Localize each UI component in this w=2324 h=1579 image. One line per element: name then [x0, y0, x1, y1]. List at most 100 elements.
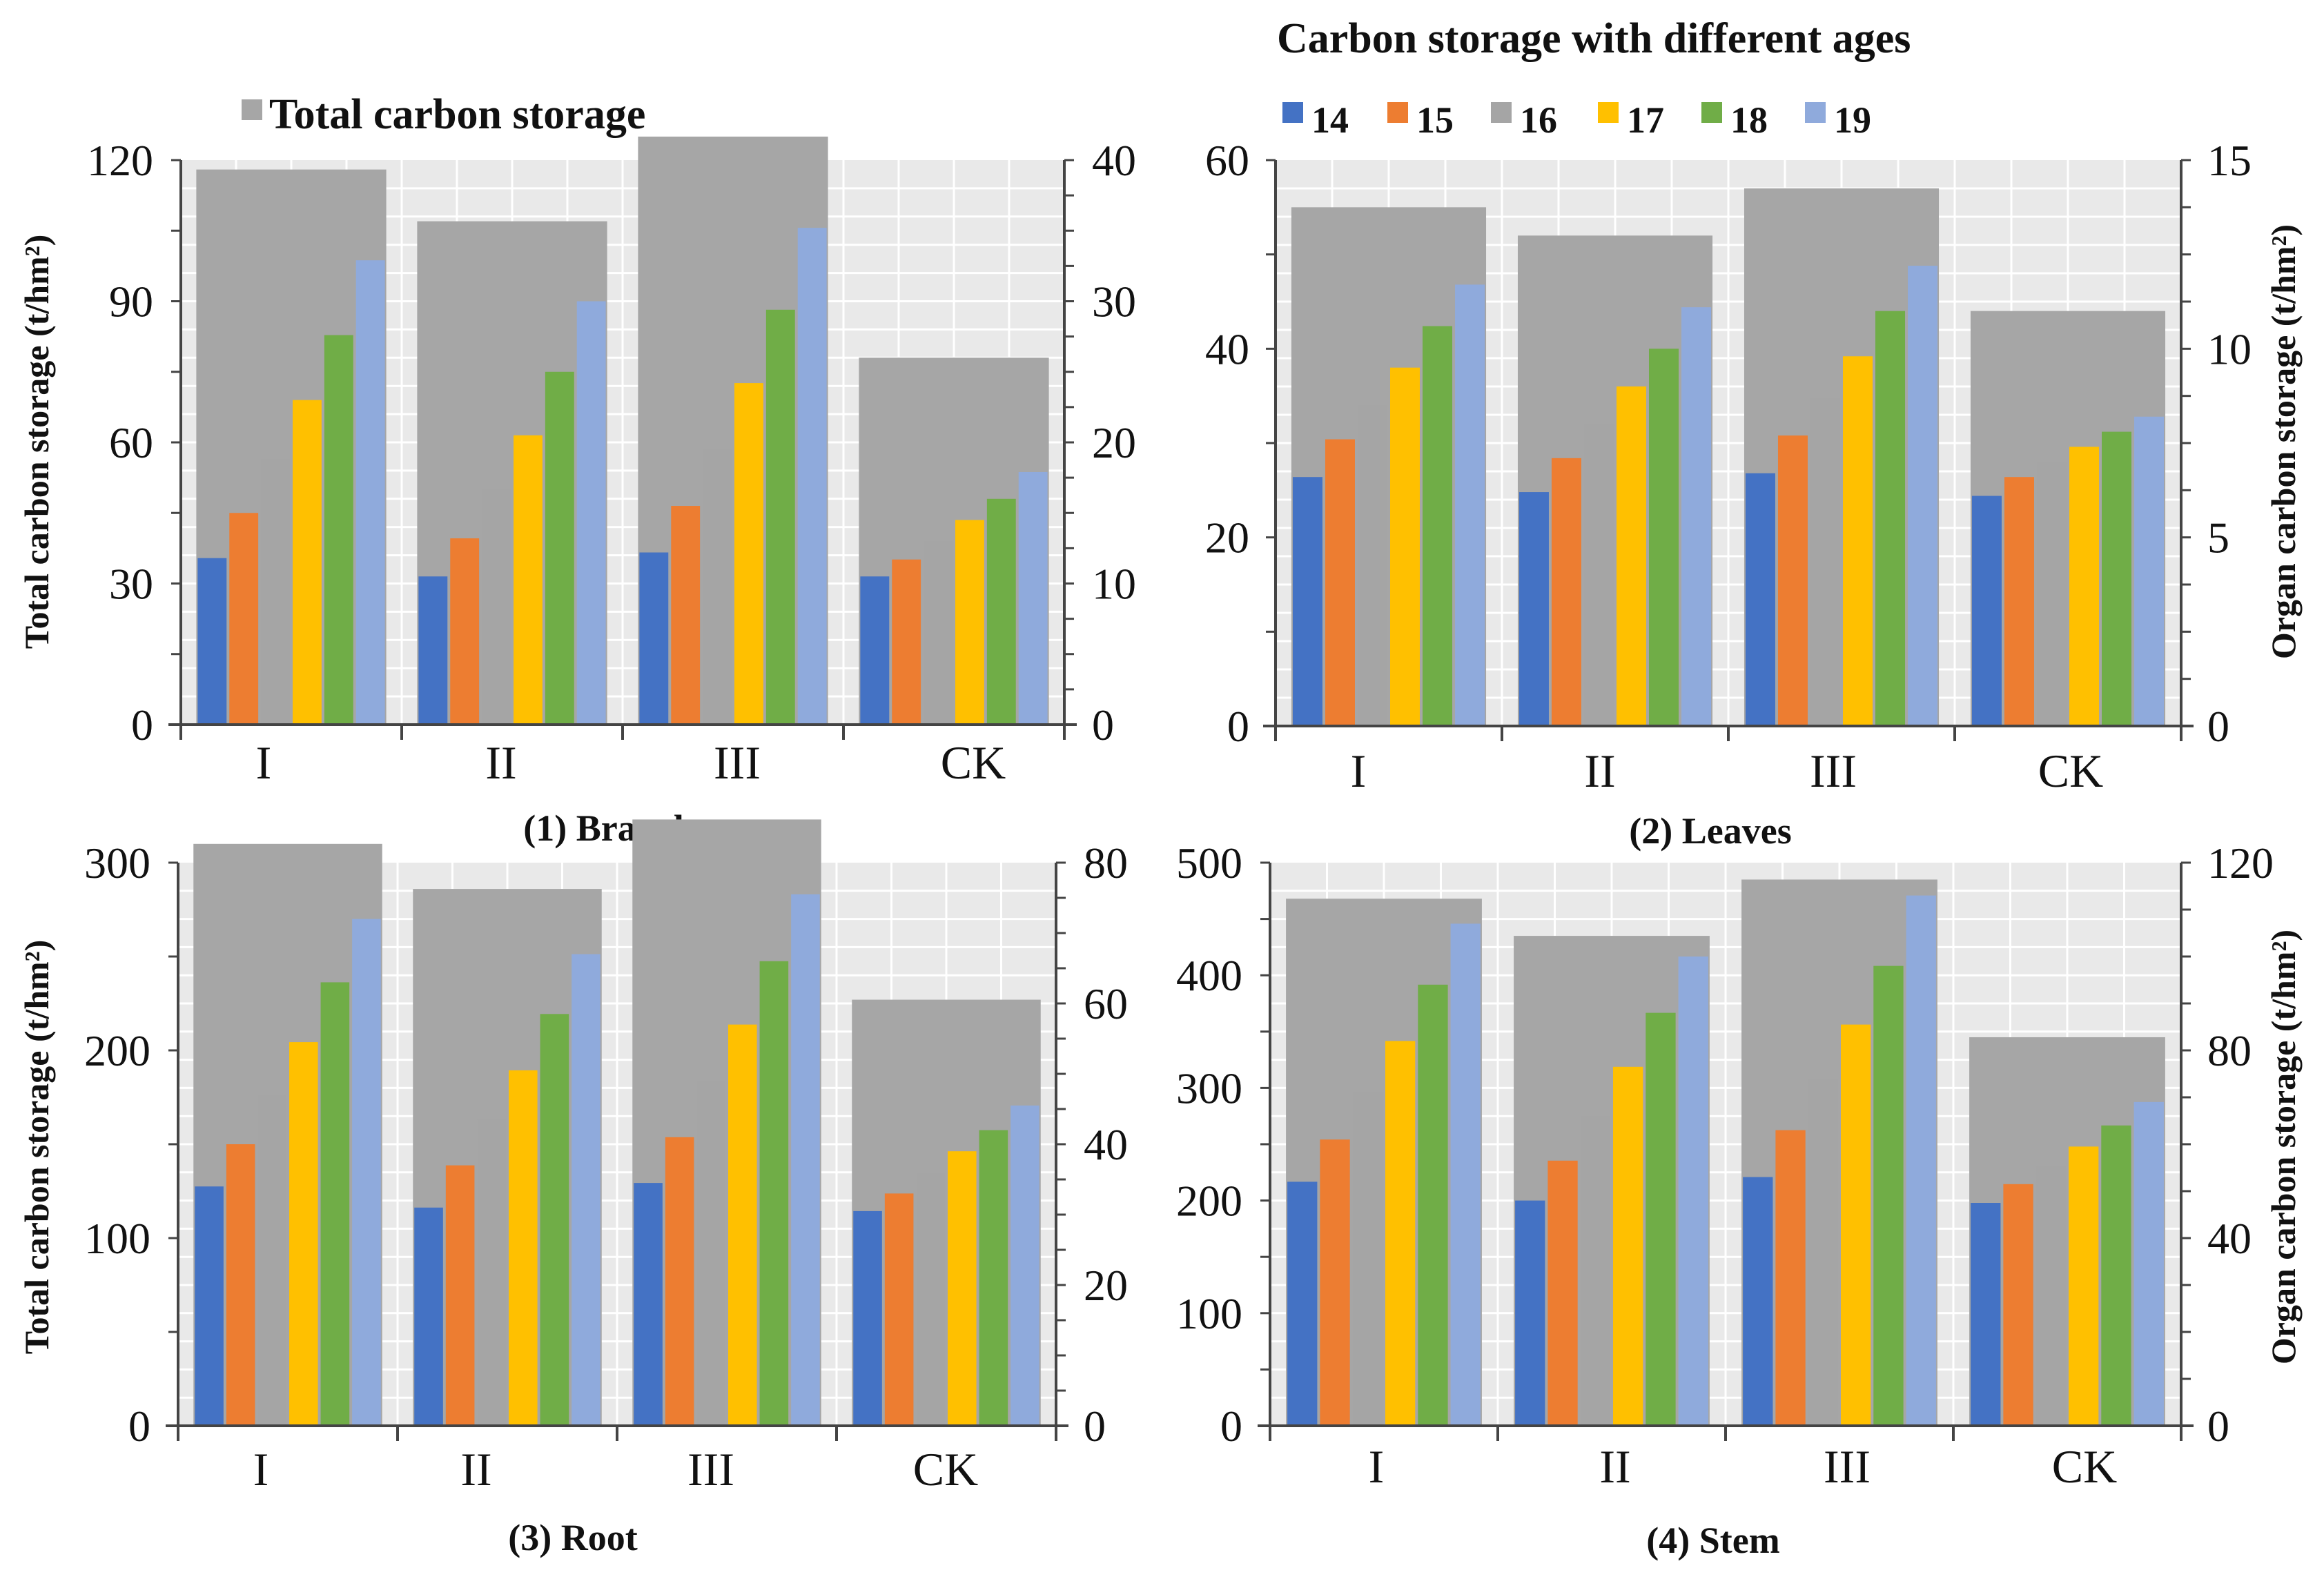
legend-age-label: 17 — [1627, 99, 1664, 141]
bar-age-14-I — [1287, 1181, 1318, 1426]
bar-age-14-II — [414, 1207, 443, 1426]
category-label: CK — [2038, 745, 2103, 797]
bar-age-15-CK — [2003, 1184, 2033, 1426]
right-tick-label: 0 — [2207, 702, 2229, 751]
legend-age-label: 18 — [1730, 99, 1768, 141]
right-tick-label: 20 — [1092, 418, 1136, 467]
legend-ages-title: Carbon storage with different ages — [1277, 15, 1911, 62]
category-label: I — [1351, 745, 1367, 797]
right-tick-label: 40 — [1084, 1120, 1128, 1169]
bar-total-III — [638, 136, 828, 725]
bar-age-14-II — [1515, 1200, 1545, 1426]
bar-age-18-II — [1649, 349, 1679, 726]
bar-age-18-III — [759, 961, 789, 1426]
bar-age-19-CK — [1018, 471, 1048, 725]
left-tick-label: 100 — [1176, 1289, 1242, 1338]
bar-age-17-CK — [2069, 447, 2100, 726]
category-label: II — [1584, 745, 1615, 797]
bar-age-16-II — [482, 489, 511, 725]
bar-total-I — [1286, 899, 1482, 1426]
category-label: I — [256, 736, 272, 789]
bar-age-18-I — [1423, 326, 1453, 726]
category-label: III — [687, 1443, 734, 1495]
bar-age-14-CK — [1971, 496, 2002, 726]
legend-swatch-age-16 — [1491, 102, 1512, 123]
bar-age-18-II — [540, 1014, 569, 1426]
category-label: III — [1824, 1440, 1871, 1493]
left-tick-label: 300 — [84, 838, 150, 887]
right-tick-label: 0 — [2207, 1402, 2229, 1451]
bar-age-15-CK — [884, 1193, 914, 1426]
bar-age-14-I — [1292, 477, 1322, 726]
bar-age-15-CK — [892, 559, 921, 725]
bar-age-19-CK — [2134, 416, 2165, 726]
bar-age-18-CK — [979, 1130, 1008, 1426]
bar-age-17-III — [1843, 356, 1873, 726]
bar-age-16-I — [1357, 405, 1387, 726]
legend-total-label: Total carbon storage — [269, 91, 645, 138]
category-label: III — [1810, 745, 1857, 797]
bar-age-17-CK — [2069, 1146, 2099, 1426]
legend-age-label: 15 — [1416, 99, 1454, 141]
bar-age-14-II — [1519, 492, 1549, 726]
bar-age-19-II — [576, 301, 606, 725]
bar-age-18-CK — [986, 498, 1016, 725]
left-tick-label: 0 — [1220, 1402, 1242, 1451]
right-tick-label: 120 — [2207, 838, 2274, 887]
bar-age-14-CK — [1971, 1203, 2001, 1426]
legend-swatch-age-18 — [1701, 102, 1722, 123]
bar-age-18-III — [765, 309, 795, 725]
bar-total-I — [196, 169, 387, 725]
bar-age-18-I — [324, 335, 353, 725]
right-tick-label: 30 — [1092, 277, 1136, 326]
right-tick-label: 20 — [1084, 1261, 1128, 1310]
right-tick-label: 5 — [2207, 513, 2229, 562]
bar-age-18-I — [1418, 984, 1448, 1426]
bar-age-15-I — [226, 1144, 255, 1426]
bar-age-18-II — [545, 371, 574, 725]
bar-age-17-III — [1841, 1024, 1871, 1426]
left-tick-label: 0 — [128, 1402, 150, 1451]
left-tick-label: 0 — [1227, 702, 1249, 751]
bar-age-18-II — [1646, 1012, 1676, 1426]
bar-age-17-III — [734, 383, 763, 725]
y-axis-title-right: Organ carbon storage (t/hm²) — [2264, 930, 2303, 1364]
chart-caption: (3) Root — [508, 1517, 637, 1558]
bar-age-15-II — [445, 1165, 475, 1426]
category-label: III — [714, 736, 761, 789]
y-axis-title-right: Organ carbon storage (t/hm²) — [2264, 224, 2303, 659]
bar-age-16-CK — [2036, 462, 2067, 726]
bar-age-19-CK — [2133, 1101, 2164, 1426]
bar-total-I — [1291, 207, 1487, 726]
bar-age-16-I — [257, 1095, 286, 1426]
legend-age-label: 16 — [1520, 99, 1557, 141]
bar-age-19-II — [1678, 957, 1708, 1426]
bar-age-16-II — [1583, 424, 1614, 726]
bar-age-17-I — [293, 400, 322, 725]
bar-age-18-I — [320, 982, 350, 1426]
bar-age-19-III — [791, 894, 820, 1426]
bar-age-16-III — [1810, 398, 1840, 726]
bar-age-16-CK — [2035, 1165, 2066, 1426]
bar-total-CK — [1969, 1037, 2165, 1426]
bar-age-14-CK — [853, 1210, 882, 1426]
bar-age-15-CK — [2004, 477, 2034, 726]
bar-age-17-I — [289, 1042, 318, 1426]
bar-total-CK — [1970, 311, 2166, 727]
right-tick-label: 10 — [1092, 560, 1136, 609]
bar-total-II — [1517, 235, 1713, 726]
left-tick-label: 90 — [109, 277, 153, 326]
bar-age-14-II — [418, 576, 448, 725]
legend-swatch-age-19 — [1805, 102, 1826, 123]
bar-total-CK — [859, 357, 1049, 725]
legend-age-label: 19 — [1834, 99, 1871, 141]
legend-age-label: 14 — [1311, 99, 1349, 141]
bar-age-17-III — [728, 1024, 757, 1426]
category-label: I — [253, 1443, 269, 1495]
